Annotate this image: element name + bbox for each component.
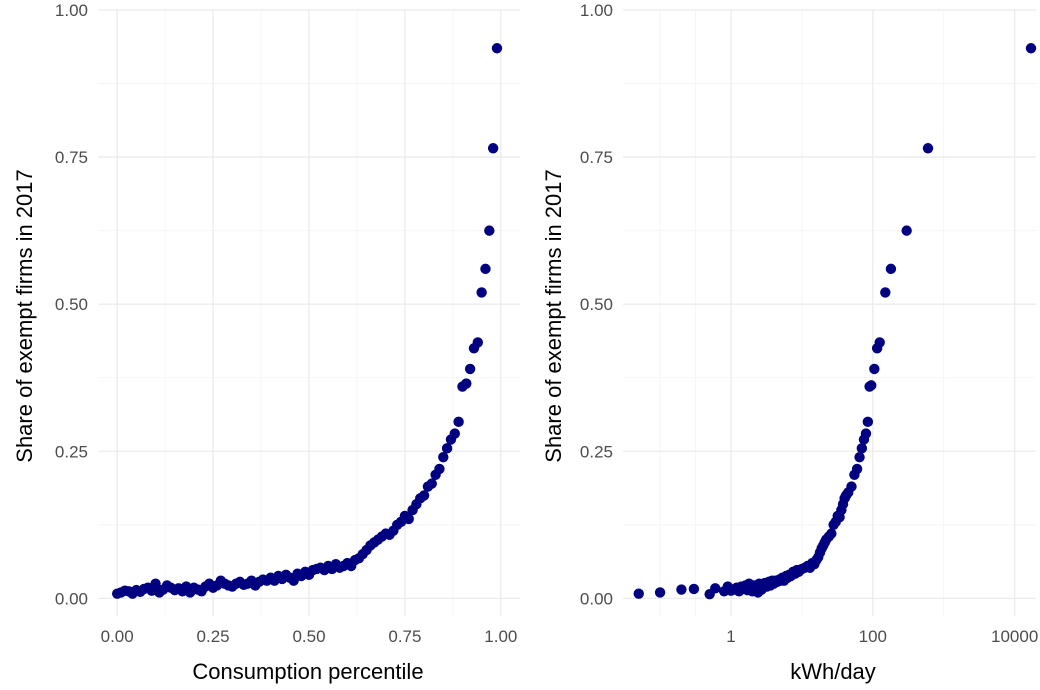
right-data-point [866, 380, 877, 391]
left-y-tick-label: 0.50 [55, 295, 88, 314]
right-data-point [874, 337, 885, 348]
right-x-tick-label: 1 [726, 627, 735, 646]
left-data-point [476, 287, 487, 298]
right-y-tick-label: 0.00 [580, 589, 613, 608]
left-data-point [441, 443, 453, 454]
left-x-tick-label: 0.50 [292, 627, 325, 646]
left-data-point [418, 490, 430, 501]
left-y-axis-title: Share of exempt firms in 2017 [12, 169, 37, 462]
right-x-axis-title: kWh/day [790, 659, 876, 684]
right-data-point [922, 143, 934, 154]
left-data-point [464, 363, 476, 375]
right-data-point [885, 263, 897, 275]
right-y-tick-label: 1.00 [580, 1, 613, 20]
right-y-tick-label: 0.50 [580, 295, 613, 314]
left-x-tick-label: 0.75 [388, 627, 421, 646]
left-data-point [472, 337, 483, 348]
right-data-point [880, 287, 891, 298]
right-x-tick-label: 100 [859, 627, 887, 646]
right-data-point [854, 451, 865, 463]
left-data-point [484, 225, 495, 236]
right-data-point [901, 225, 912, 236]
right-y-tick-label: 0.25 [580, 442, 613, 461]
left-y-tick-label: 0.25 [55, 442, 88, 461]
left-x-tick-label: 0.00 [101, 627, 134, 646]
right-data-point [710, 583, 721, 594]
left-data-point [438, 451, 449, 463]
left-data-point [403, 513, 414, 525]
right-data-point [851, 463, 863, 475]
left-x-axis-title: Consumption percentile [192, 659, 423, 684]
left-data-point [426, 478, 437, 489]
left-data-point [480, 263, 491, 275]
right-data-point [869, 363, 880, 375]
left-scatter-panel: 0.00 0.25 0.50 0.75 1.00 0.00 0.25 0.50 0.75 1.00… [12, 1, 520, 684]
right-data-point [856, 443, 868, 454]
left-x-tick-label: 0.25 [197, 627, 230, 646]
left-data-point [487, 143, 499, 154]
left-data-point [453, 416, 464, 428]
left-data-point [434, 463, 445, 475]
left-y-tick-label: 0.75 [55, 148, 88, 167]
left-data-point [150, 578, 161, 589]
right-data-point [688, 583, 700, 595]
right-x-tick-label: 10000 [991, 627, 1038, 646]
left-x-tick-label: 1.00 [484, 627, 517, 646]
right-data-point [862, 416, 874, 428]
right-data-point [1025, 43, 1037, 54]
left-y-tick-label: 0.00 [55, 589, 88, 608]
left-data-point [449, 428, 460, 439]
right-data-point [846, 481, 857, 492]
left-data-point [461, 378, 472, 389]
right-data-point [860, 428, 872, 439]
right-data-point [633, 588, 644, 599]
left-data-point [491, 43, 503, 54]
right-y-tick-label: 0.75 [580, 148, 613, 167]
right-data-point [676, 584, 687, 595]
left-y-tick-label: 1.00 [55, 1, 88, 20]
right-data-point [826, 528, 837, 539]
right-data-point [654, 587, 666, 598]
right-scatter-panel: 0.00 0.25 0.50 0.75 1.00 1 100 10000 kWh/day Sh… [541, 1, 1038, 684]
right-y-axis-title: Share of exempt firms in 2017 [541, 169, 566, 462]
